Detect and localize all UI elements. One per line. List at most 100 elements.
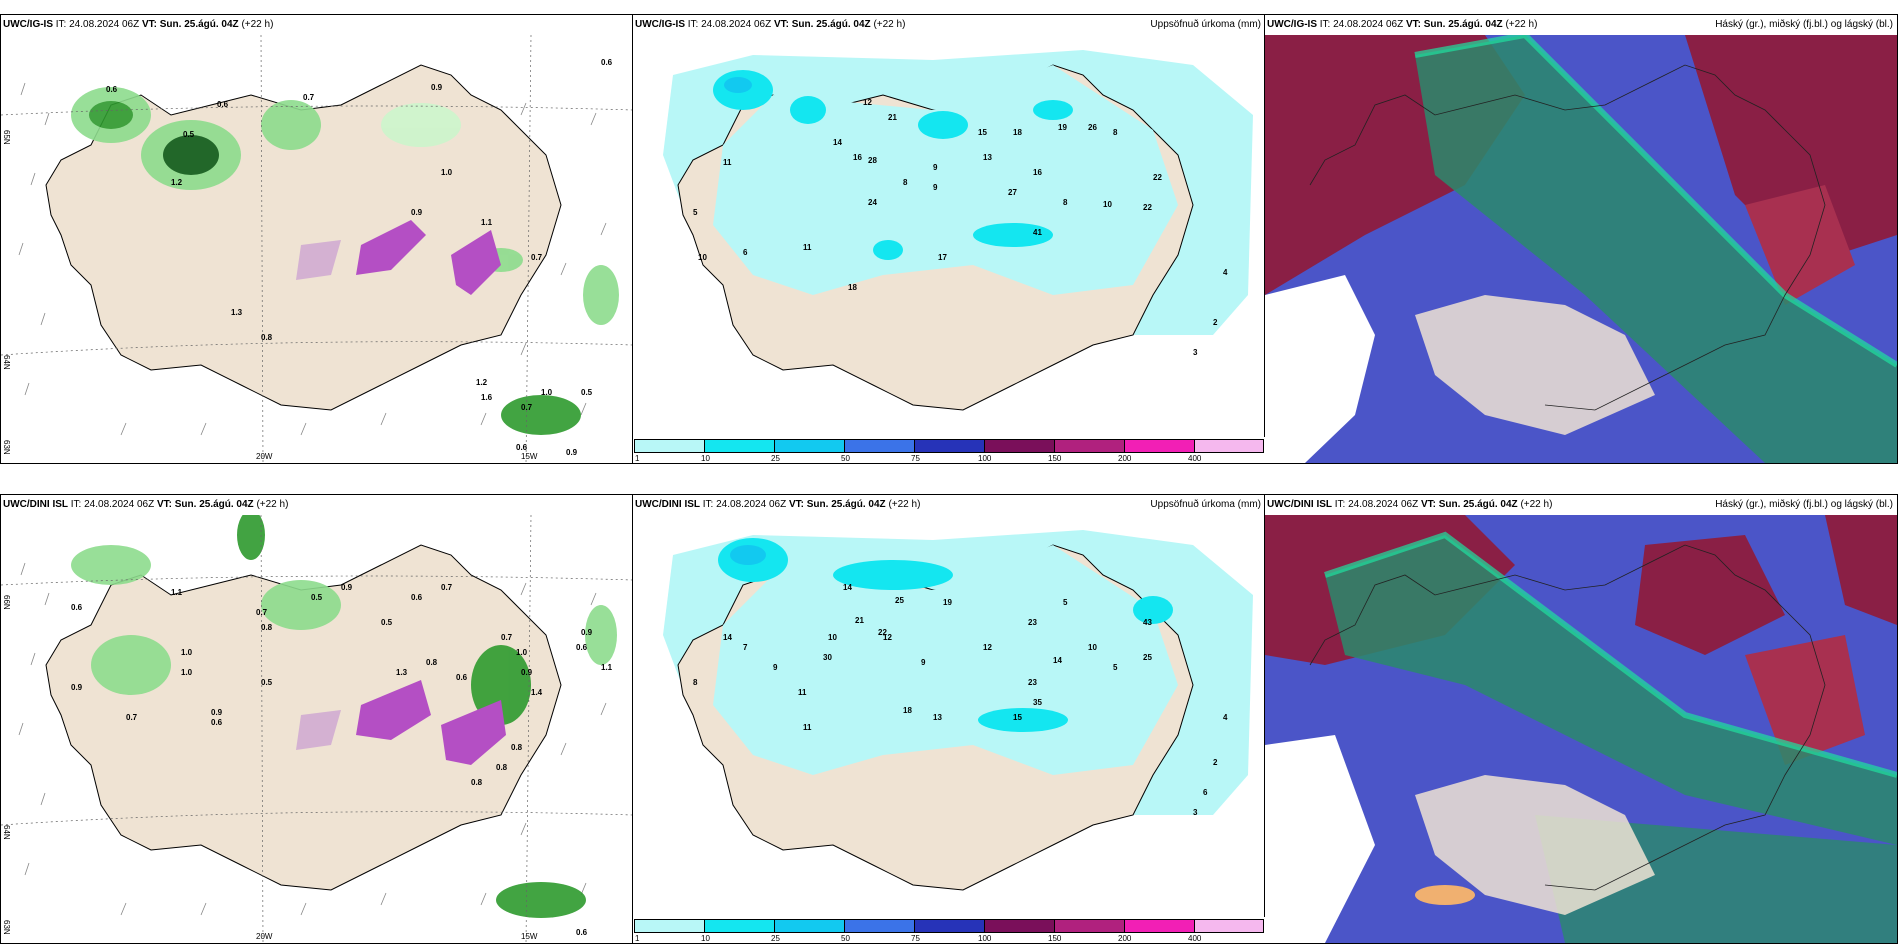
land-mass xyxy=(1415,775,1655,915)
value-label: 0.9 xyxy=(431,83,443,92)
wind-barbs xyxy=(18,562,607,916)
value-label: 14 xyxy=(1053,656,1062,665)
precip-colorbar: 1 10 25 50 75 100 150 200 400 xyxy=(633,917,1265,943)
clear-area xyxy=(1265,275,1375,463)
colorbar-tick: 10 xyxy=(701,934,710,943)
value-label: 8 xyxy=(903,178,908,187)
value-label: 5 xyxy=(1113,663,1118,672)
value-label: 0.5 xyxy=(581,388,593,397)
lat-label: 64N xyxy=(2,355,11,370)
value-label: 1.1 xyxy=(601,663,613,672)
value-label: 0.6 xyxy=(516,443,528,452)
value-label: 0.5 xyxy=(261,678,273,687)
colorbar-tick: 100 xyxy=(978,454,992,463)
accumulated-precip-map: 12 21 14 16 28 9 15 18 19 26 8 16 27 13 … xyxy=(633,35,1265,437)
colorbar-swatch xyxy=(634,439,705,453)
value-label: 43 xyxy=(1143,618,1152,627)
value-label: 15 xyxy=(1013,713,1022,722)
lon-label: 20W xyxy=(256,932,273,941)
value-label: 22 xyxy=(878,628,887,637)
value-label: 15 xyxy=(978,128,987,137)
value-label: 16 xyxy=(1033,168,1042,177)
value-label: 0.7 xyxy=(256,608,268,617)
value-label: 1.0 xyxy=(181,668,193,677)
value-label: 2 xyxy=(1213,318,1218,327)
value-label: 0.8 xyxy=(261,333,273,342)
precip-shade-strong xyxy=(730,545,766,565)
colorbar-tick: 400 xyxy=(1188,934,1202,943)
wind-barbs xyxy=(18,82,607,436)
value-label: 1.3 xyxy=(231,308,243,317)
colorbar-swatch xyxy=(704,439,775,453)
value-label: 11 xyxy=(723,158,732,167)
colorbar-swatch xyxy=(1124,919,1195,933)
value-label: 0.6 xyxy=(576,928,588,937)
panel-title: Háský (gr.), miðský (fj.bl.) og lágský (… xyxy=(1715,499,1893,510)
colorbar-swatch xyxy=(1194,919,1264,933)
value-label: 0.6 xyxy=(576,643,588,652)
value-label: 0.6 xyxy=(456,673,468,682)
value-label: 0.5 xyxy=(183,130,195,139)
value-label: 0.9 xyxy=(211,708,223,717)
colorbar-swatch xyxy=(1124,439,1195,453)
high-cloud-edge xyxy=(1414,35,1897,368)
value-label: 21 xyxy=(888,113,897,122)
lat-label: 64N xyxy=(2,825,11,840)
precip-shade-strong xyxy=(724,77,752,93)
value-label: 0.9 xyxy=(341,583,353,592)
value-label: 0.8 xyxy=(471,778,483,787)
high-cloud-band xyxy=(1415,35,1897,463)
value-label: 13 xyxy=(983,153,992,162)
panel-row2-right: UWC/DINI ISL IT: 24.08.2024 06Z VT: Sun.… xyxy=(1264,494,1898,944)
colorbar-tick: 150 xyxy=(1048,934,1062,943)
low-cloud xyxy=(1635,535,1785,655)
value-label: 1.3 xyxy=(396,668,408,677)
value-label: 0.6 xyxy=(211,718,223,727)
panel-row1-right: UWC/IG-IS IT: 24.08.2024 06Z VT: Sun. 25… xyxy=(1264,14,1898,464)
value-label: 1.2 xyxy=(476,378,488,387)
low-cloud xyxy=(1685,35,1897,265)
colorbar-tick: 75 xyxy=(911,934,920,943)
panel-row2-left: UWC/DINI ISL IT: 24.08.2024 06Z VT: Sun.… xyxy=(0,494,634,944)
value-label: 19 xyxy=(1058,123,1067,132)
low-cloud xyxy=(1825,515,1897,625)
lat-label: 65N xyxy=(2,130,11,145)
colorbar-tick: 400 xyxy=(1188,454,1202,463)
value-label: 17 xyxy=(938,253,947,262)
colorbar-swatch xyxy=(774,919,845,933)
value-label: 7 xyxy=(743,643,748,652)
panel-header: UWC/DINI ISL IT: 24.08.2024 06Z VT: Sun.… xyxy=(1267,499,1553,510)
value-label: 0.9 xyxy=(521,668,533,677)
colorbar-swatch xyxy=(844,919,915,933)
precip-shade-medium xyxy=(713,70,1073,260)
value-label: 14 xyxy=(833,138,842,147)
lon-label: 20W xyxy=(256,452,273,461)
panel-header: UWC/IG-IS IT: 24.08.2024 06Z VT: Sun. 25… xyxy=(1267,19,1538,30)
rain-green xyxy=(71,87,619,435)
value-label: 0.9 xyxy=(566,448,578,457)
value-label: 0.8 xyxy=(511,743,523,752)
value-label: 41 xyxy=(1033,228,1042,237)
panel-header: UWC/DINI ISL IT: 24.08.2024 06Z VT: Sun.… xyxy=(3,499,289,510)
value-label: 11 xyxy=(803,243,812,252)
lat-label: 63N xyxy=(2,920,11,935)
panel-row1-left: UWC/IG-IS IT: 24.08.2024 06Z VT: Sun. 25… xyxy=(0,14,634,464)
value-label: 18 xyxy=(1013,128,1022,137)
panel-header: UWC/IG-IS IT: 24.08.2024 06Z VT: Sun. 25… xyxy=(635,19,906,30)
colorbar-tick: 25 xyxy=(771,454,780,463)
value-label: 22 xyxy=(1153,173,1162,182)
coastline xyxy=(1309,64,1826,411)
value-label: 24 xyxy=(868,198,877,207)
value-label: 8 xyxy=(693,678,698,687)
lat-lon-grid xyxy=(1,35,633,463)
colorbar-swatch xyxy=(1194,439,1264,453)
value-label: 23 xyxy=(1028,618,1037,627)
value-label: 0.8 xyxy=(426,658,438,667)
low-cloud-patch xyxy=(1415,885,1475,905)
value-label: 10 xyxy=(1088,643,1097,652)
land-mass xyxy=(1415,295,1655,435)
value-label: 5 xyxy=(693,208,698,217)
colorbar-swatch xyxy=(984,919,1055,933)
value-label: 12 xyxy=(863,98,872,107)
value-label: 0.8 xyxy=(496,763,508,772)
